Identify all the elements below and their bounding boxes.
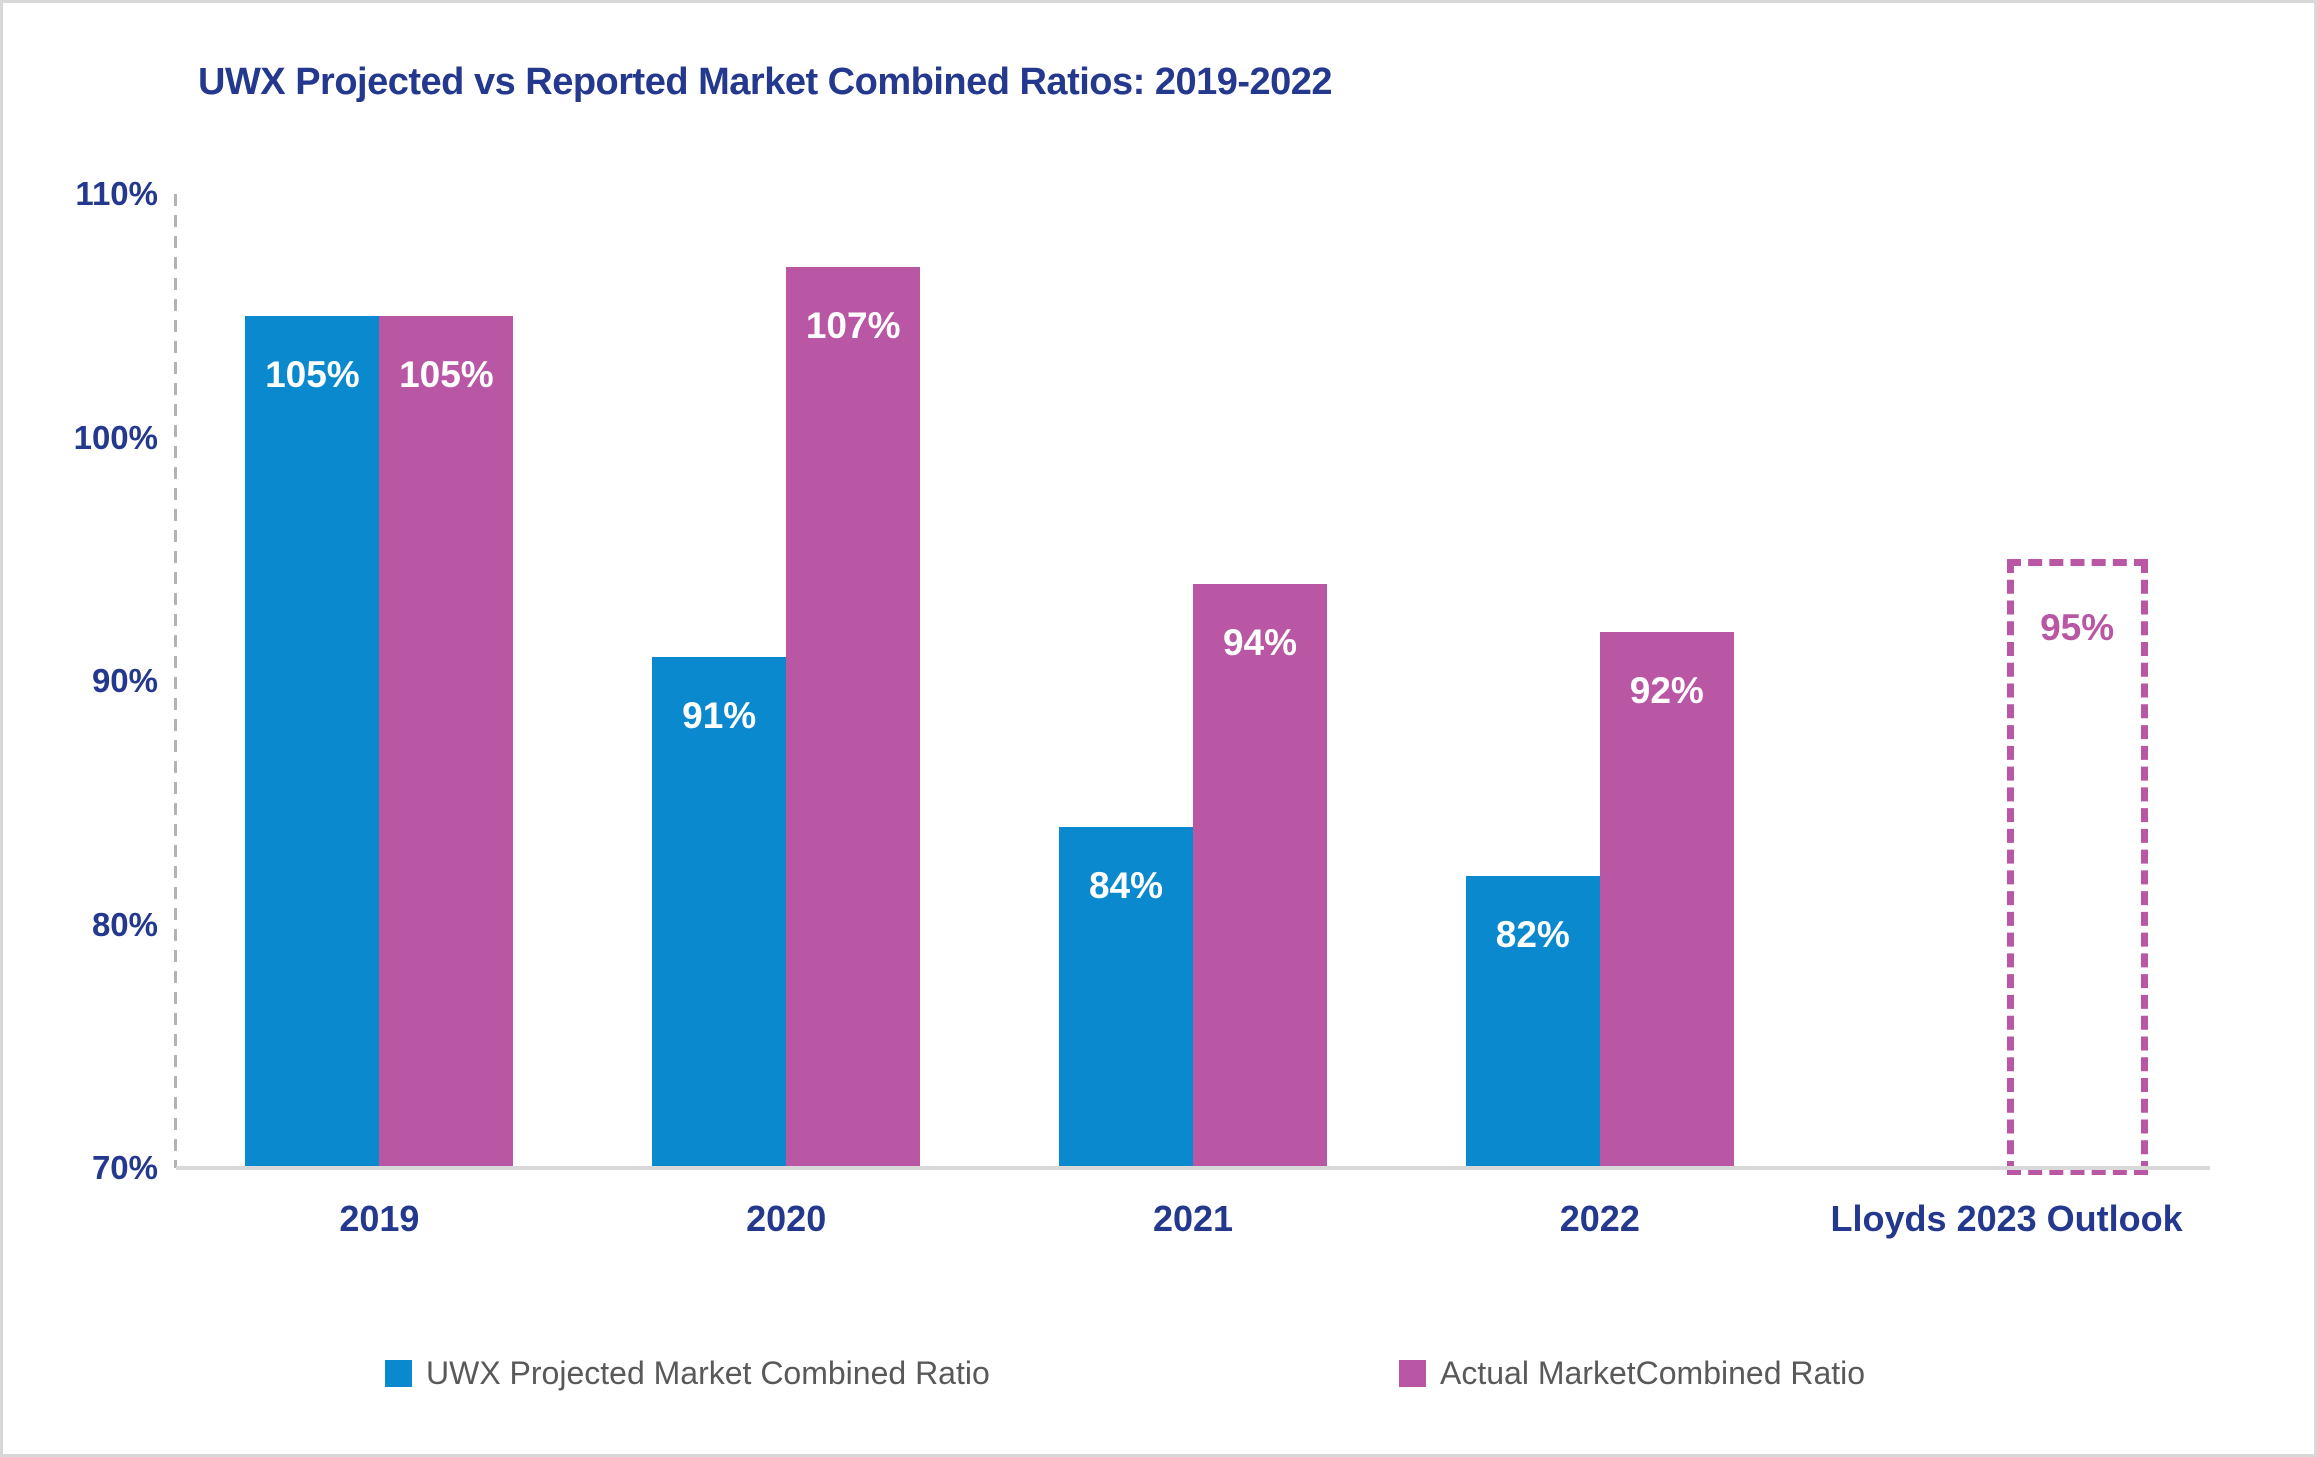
bar-2020-actual [786,267,921,1168]
y-tick-label-110: 110% [75,175,158,212]
bar-data-label: 91% [682,694,757,736]
x-category-label-2020: 2020 [746,1198,827,1239]
bar-data-label: 84% [1088,865,1164,907]
legend-label-projected: UWX Projected Market Combined Ratio [426,1355,990,1391]
bar-2019-projected [245,315,380,1168]
legend-item-projected: UWX Projected Market Combined Ratio [385,1355,990,1392]
x-category-label-2022: 2022 [1559,1198,1640,1239]
bar-data-label: 105% [265,353,360,395]
bar-2019-actual [379,315,514,1168]
y-tick-label-70: 70% [91,1149,158,1186]
legend-label-actual: Actual MarketCombined Ratio [1440,1355,1866,1391]
bar-data-label: 82% [1495,913,1570,955]
bar-2021-actual [1193,583,1327,1168]
x-category-label-2019: 2019 [339,1198,420,1239]
bar-data-label: 105% [399,353,494,395]
bar-data-label: 107% [805,305,901,347]
legend-swatch-actual-icon [1399,1360,1426,1387]
x-category-label-2021: 2021 [1152,1198,1234,1239]
outlook-data-label: 95% [2040,607,2115,649]
bar-2021-projected [1059,827,1193,1168]
y-tick-label-90: 90% [91,662,158,699]
bar-2020-projected [652,656,787,1168]
legend-item-actual: Actual MarketCombined Ratio [1399,1355,1865,1392]
y-tick-label-100: 100% [73,418,158,456]
outlook-dashed-bar [2006,559,2148,1175]
bar-data-label: 94% [1222,621,1298,663]
x-axis-line [176,1166,2210,1170]
y-tick-label-80: 80% [91,905,158,943]
chart-title: UWX Projected vs Reported Market Combine… [198,61,1333,103]
legend-swatch-projected-icon [385,1360,412,1387]
y-axis-line [174,194,177,1168]
bar-2022-actual [1599,632,1734,1168]
bar-2022-projected [1465,875,1600,1168]
x-category-label-lloyds-2023-outlook: Lloyds 2023 Outlook [1830,1198,2183,1239]
bar-data-label: 92% [1629,670,1704,712]
